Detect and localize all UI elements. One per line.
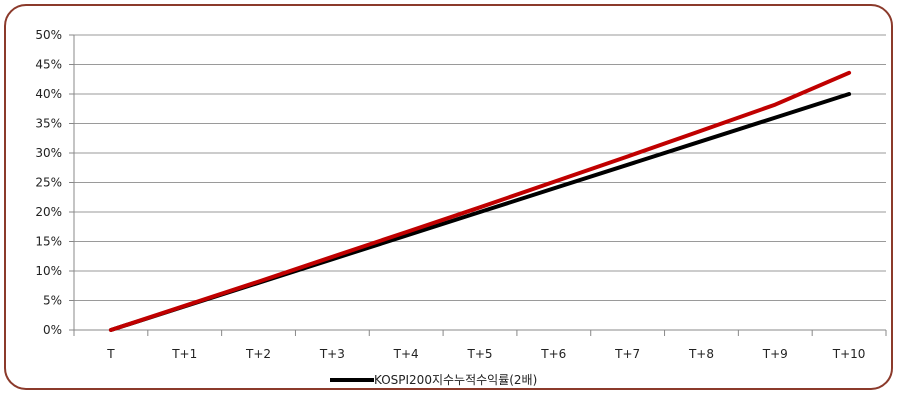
y-tick-label: 5% [43,294,62,308]
chart-frame [4,4,893,390]
x-tick-label: T+5 [466,347,492,361]
y-tick-label: 0% [43,323,62,337]
x-tick-label: T+8 [688,347,714,361]
x-tick-labels: T T+1 T+2 T+3 T+4 T+5 T+6 T+7 T+8 T+9 T+10 [106,347,865,361]
x-tick-label: T+7 [614,347,640,361]
legend: KOSPI200지수누적수익률(2배) [330,373,537,387]
y-tick-label: 30% [35,146,62,160]
legend-label: KOSPI200지수누적수익률(2배) [374,373,537,387]
x-tick-label: T+4 [393,347,419,361]
x-tick-label: T+10 [832,347,866,361]
y-tick-label: 15% [35,235,62,249]
y-tick-label: 10% [35,264,62,278]
series-line-1 [108,70,852,332]
y-tick-label: 25% [35,176,62,190]
x-tick-label: T+6 [540,347,566,361]
y-tick-label: 20% [35,205,62,219]
axes [69,34,887,336]
x-tick-label: T+2 [245,347,271,361]
y-tick-label: 40% [35,87,62,101]
series-lines [108,70,852,332]
x-tick-label: T+9 [762,347,788,361]
y-tick-label: 35% [35,117,62,131]
y-tick-label: 45% [35,58,62,72]
y-tick-label: 50% [35,28,62,42]
x-tick-label: T [106,347,115,361]
gridlines [74,34,886,301]
x-tick-label: T+3 [319,347,345,361]
y-tick-labels: 0% 5% 10% 15% 20% 25% 30% 35% 40% 45% 50% [35,28,62,337]
x-tick-label: T+1 [171,347,197,361]
